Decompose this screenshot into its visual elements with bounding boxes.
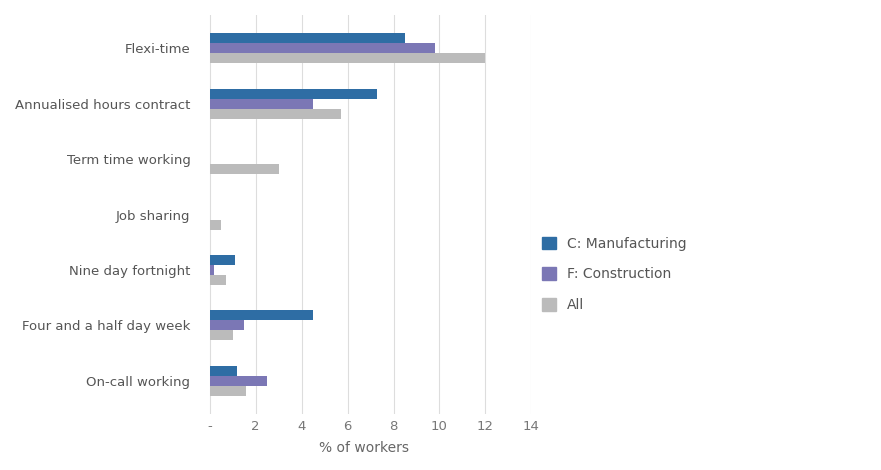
Bar: [210, 109, 341, 118]
Bar: [210, 386, 247, 396]
Bar: [210, 311, 313, 321]
X-axis label: % of workers: % of workers: [319, 441, 409, 455]
Bar: [210, 330, 233, 340]
Bar: [210, 43, 435, 53]
Bar: [210, 99, 313, 109]
Bar: [210, 164, 278, 174]
Bar: [210, 376, 267, 386]
Bar: [210, 265, 214, 275]
Bar: [210, 33, 405, 43]
Bar: [210, 255, 235, 265]
Bar: [210, 321, 244, 330]
Bar: [210, 89, 377, 99]
Bar: [210, 219, 221, 229]
Bar: [210, 53, 485, 63]
Bar: [210, 275, 226, 285]
Legend: C: Manufacturing, F: Construction, All: C: Manufacturing, F: Construction, All: [542, 237, 686, 312]
Bar: [210, 366, 237, 376]
